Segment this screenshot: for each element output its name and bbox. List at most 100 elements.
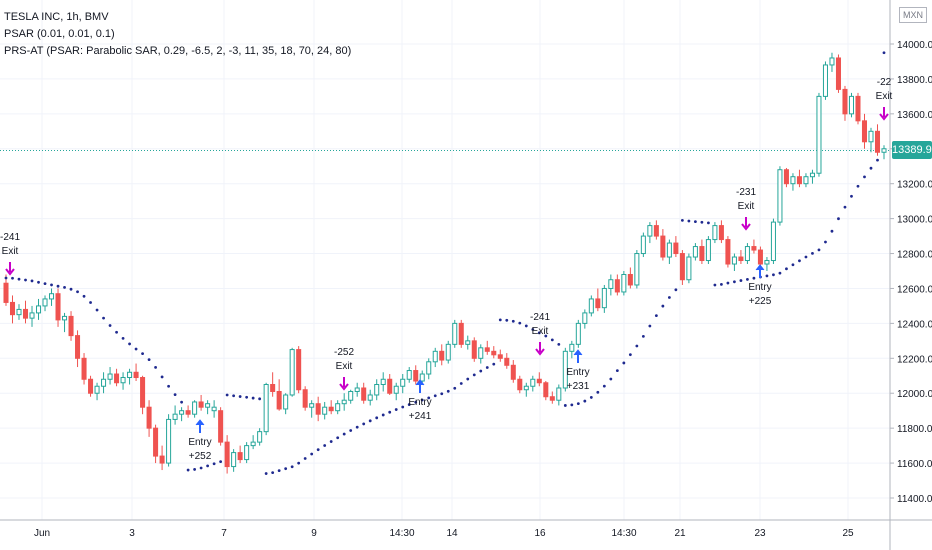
psar-dot (615, 369, 619, 373)
psar-dot (798, 259, 801, 263)
psar-dot (50, 283, 53, 287)
psar-dot (297, 461, 301, 465)
psar-dot (622, 361, 626, 365)
psar-dot (479, 369, 483, 373)
psar-dot (654, 314, 658, 318)
psar-dot (602, 384, 606, 388)
candle-body (536, 378, 542, 384)
candle-body (172, 413, 178, 420)
entry-arrow-head (573, 349, 583, 356)
psar-dot (843, 205, 847, 209)
candle-body (471, 340, 477, 359)
last-price-tag: 13389.92 (892, 141, 932, 159)
entry-label: +241 (409, 411, 432, 422)
y-tick-label: 11800.00 (897, 424, 932, 435)
candle-body (478, 347, 484, 359)
candle-body (484, 347, 490, 352)
candle-body (322, 406, 328, 415)
psar-dot (89, 301, 92, 304)
psar-dot (746, 277, 749, 281)
legend-prs-at: PRS-AT (PSAR: Parabolic SAR, 0.29, -6.5,… (4, 45, 352, 57)
psar-dot (271, 471, 275, 475)
candle-body (679, 253, 685, 281)
candle-body (153, 427, 159, 457)
psar-dot (251, 396, 255, 400)
candle-body (432, 350, 438, 363)
candle-body (270, 384, 276, 392)
x-tick-label: 14:30 (611, 528, 636, 539)
candle-body (341, 399, 347, 405)
candle-body (315, 403, 321, 415)
psar-dot (394, 408, 398, 411)
candle-body (88, 378, 94, 394)
candle-body (660, 235, 666, 258)
candle-body (731, 256, 737, 265)
psar-dot (290, 465, 294, 469)
psar-dot (121, 336, 125, 340)
entry-label: +252 (189, 451, 212, 462)
candle-body (296, 349, 302, 391)
psar-dot (375, 416, 379, 420)
candle-body (562, 350, 568, 389)
candle-body (140, 377, 146, 408)
candle-body (205, 403, 211, 408)
psar-dot (440, 392, 444, 396)
exit-arrow-head (535, 348, 545, 356)
x-tick-label: 23 (754, 528, 766, 539)
x-tick-label: 21 (674, 528, 686, 539)
psar-dot (700, 220, 704, 224)
psar-dot (856, 184, 860, 188)
y-tick-label: 12600.00 (897, 284, 932, 295)
psar-dot (128, 342, 131, 346)
x-tick-label: 9 (311, 528, 317, 539)
psar-dot (284, 467, 288, 471)
candle-body (328, 406, 334, 412)
candle-body (114, 373, 120, 384)
psar-dot (264, 472, 268, 475)
candle-body (367, 394, 373, 401)
legend-psar: PSAR (0.01, 0.01, 0.1) (4, 28, 115, 40)
psar-dot (869, 166, 873, 170)
psar-dot (583, 399, 587, 403)
x-tick-label: 16 (534, 528, 546, 539)
candle-body (354, 387, 360, 392)
candle-body (640, 235, 646, 255)
psar-dot (401, 405, 405, 409)
candle-body (881, 148, 887, 153)
exit-arrow-head (879, 113, 889, 121)
exit-label: -231 (736, 187, 756, 198)
candle-body (757, 249, 763, 265)
y-tick-label: 14000.00 (897, 40, 932, 51)
y-tick-label: 12200.00 (897, 354, 932, 365)
candle-body (29, 312, 35, 319)
entry-label: +225 (749, 296, 772, 307)
candle-body (608, 279, 614, 289)
psar-dot (219, 460, 223, 464)
candle-body (491, 350, 497, 356)
candle-body (614, 279, 620, 293)
entry-label: Entry (748, 282, 771, 293)
psar-dot (420, 398, 424, 402)
currency-badge[interactable]: MXN (899, 7, 927, 23)
x-tick-label: 14 (446, 528, 458, 539)
entry-label: Entry (566, 367, 589, 378)
candle-body (22, 308, 29, 319)
candle-body (666, 242, 672, 258)
candle-body (237, 452, 243, 461)
psar-dot (336, 436, 340, 440)
candle-body (62, 315, 68, 321)
candle-body (302, 389, 308, 408)
candle-body (627, 273, 633, 286)
psar-dot (134, 347, 138, 351)
y-tick-label: 12800.00 (897, 250, 932, 261)
psar-dot (570, 403, 574, 407)
candle-body (198, 401, 204, 408)
candle-body (445, 343, 451, 361)
candle-body (374, 384, 380, 396)
candle-body (549, 396, 555, 401)
candle-body (744, 246, 750, 262)
candle-body (146, 406, 152, 429)
psar-dot (550, 338, 554, 342)
